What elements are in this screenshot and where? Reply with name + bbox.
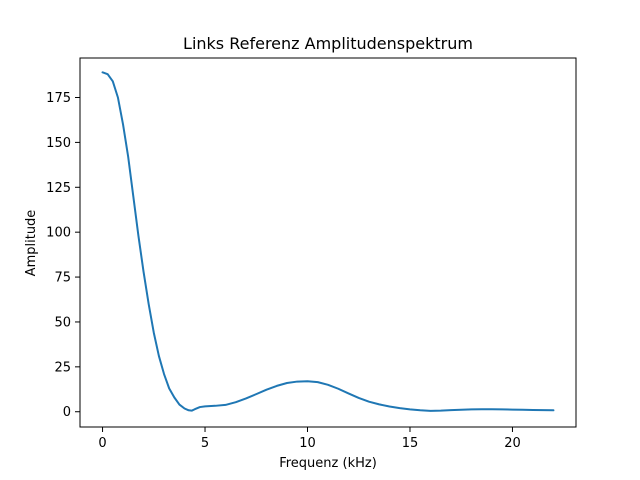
x-tick-label: 20 bbox=[504, 436, 521, 451]
y-axis-label: Amplitude bbox=[24, 210, 39, 277]
y-tick-label: 150 bbox=[46, 136, 71, 151]
series-line-0 bbox=[101, 71, 555, 412]
x-axis-label: Frequenz (kHz) bbox=[279, 456, 377, 471]
chart-title: Links Referenz Amplitudenspektrum bbox=[183, 34, 473, 53]
y-tick-label: 50 bbox=[54, 315, 71, 330]
y-tick-label: 100 bbox=[46, 226, 71, 241]
y-tick-label: 75 bbox=[54, 271, 71, 286]
y-tick-label: 175 bbox=[46, 91, 71, 106]
x-tick-label: 5 bbox=[201, 436, 209, 451]
y-tick-label: 25 bbox=[54, 360, 71, 375]
x-tick-label: 0 bbox=[98, 436, 106, 451]
y-tick-label: 0 bbox=[63, 405, 71, 420]
x-tick-label: 15 bbox=[402, 436, 419, 451]
x-axis: 0 5 10 15 20 bbox=[98, 427, 521, 451]
y-tick-label: 125 bbox=[46, 181, 71, 196]
axes-frame bbox=[79, 57, 577, 428]
plot-area bbox=[101, 71, 555, 412]
x-tick-label: 10 bbox=[299, 436, 316, 451]
y-axis: 0 25 50 75 100 125 150 175 bbox=[46, 91, 80, 420]
